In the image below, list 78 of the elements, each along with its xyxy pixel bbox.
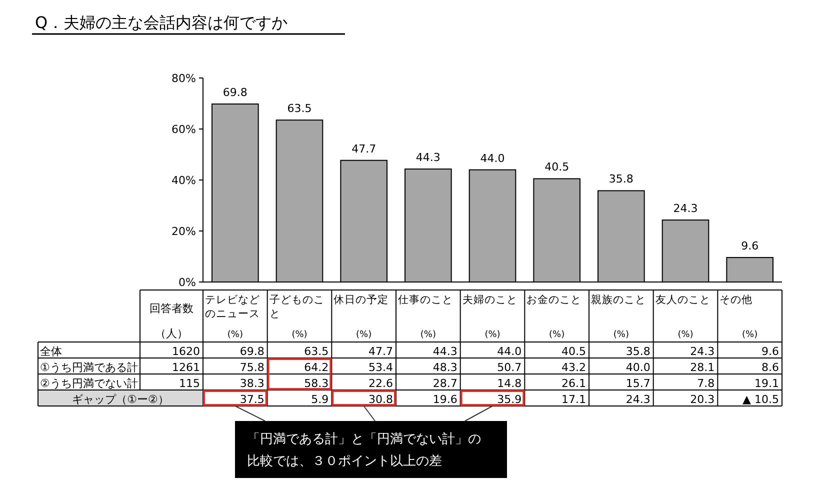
data-label: 9.6 xyxy=(741,240,759,253)
y-tick-label: 0% xyxy=(178,276,196,289)
text: (%) xyxy=(227,330,243,340)
text: ▲ 10.5 xyxy=(742,393,779,406)
x-tick-label: テレビなどのニュース xyxy=(205,294,260,320)
text: 37.5 xyxy=(240,393,264,406)
x-tick-label: 子どものこと xyxy=(269,294,324,320)
text: 40.5 xyxy=(562,345,586,358)
text: (%) xyxy=(549,330,565,340)
text: 28.7 xyxy=(432,377,458,390)
data-label: 35.8 xyxy=(608,172,634,186)
x-tick-label: 親族のこと xyxy=(591,293,646,306)
x-tick-label: 夫婦のこと xyxy=(462,293,518,306)
y-tick-label: 80% xyxy=(172,72,196,85)
text: ギャップ（①ー②） xyxy=(72,393,169,406)
text: (%) xyxy=(420,330,436,340)
text: 50.7 xyxy=(497,361,522,374)
text: (%) xyxy=(678,330,694,340)
text: 40.0 xyxy=(626,361,650,374)
text: (%) xyxy=(484,330,500,340)
text: （人） xyxy=(155,327,188,340)
text: 24.3 xyxy=(690,345,715,358)
text: 63.5 xyxy=(304,345,329,358)
text: ②うち円満でない計 xyxy=(40,377,138,390)
text: 全体 xyxy=(40,345,62,358)
text: 75.8 xyxy=(240,361,264,374)
text: 38.3 xyxy=(240,377,264,390)
x-tick-label: その他 xyxy=(720,294,753,306)
text: 回答者数 xyxy=(150,302,194,315)
text: 8.6 xyxy=(762,361,779,374)
y-tick-label: 20% xyxy=(172,225,196,238)
data-label: 24.3 xyxy=(673,202,698,216)
text: 1620 xyxy=(172,345,200,358)
text: 5.9 xyxy=(311,393,329,406)
data-label: 69.8 xyxy=(222,86,248,100)
text: 43.2 xyxy=(562,361,586,374)
chart-title: Q．夫婦の主な会話内容は何ですか xyxy=(35,13,288,32)
text: 69.8 xyxy=(240,345,264,358)
text: 53.4 xyxy=(368,361,393,374)
text: (%) xyxy=(613,330,629,340)
data-label: 44.3 xyxy=(416,151,440,164)
x-tick-label: お金のこと xyxy=(526,294,582,306)
text: 47.7 xyxy=(368,345,393,358)
y-tick-label: 40% xyxy=(172,174,196,187)
text: 19.1 xyxy=(754,377,779,390)
text: (%) xyxy=(292,330,308,340)
data-label: 40.5 xyxy=(544,160,570,174)
text: 30.8 xyxy=(368,393,393,406)
text: 26.1 xyxy=(562,377,586,390)
text: 9.6 xyxy=(762,345,779,358)
text: 22.6 xyxy=(368,377,393,390)
text: 28.1 xyxy=(690,361,715,374)
data-label: 44.0 xyxy=(480,152,505,165)
data-label: 47.7 xyxy=(352,142,376,156)
text: 14.8 xyxy=(497,377,522,390)
text: 7.8 xyxy=(697,377,715,390)
text: 17.1 xyxy=(562,393,586,406)
x-tick-label: 休日の予定 xyxy=(334,293,389,306)
text: 19.6 xyxy=(432,393,458,406)
text: 1261 xyxy=(172,361,200,374)
text: 44.3 xyxy=(432,345,458,358)
text: 20.3 xyxy=(690,393,715,406)
data-label: 63.5 xyxy=(287,102,312,116)
text: (%) xyxy=(356,330,372,340)
x-tick-label: 仕事のこと xyxy=(398,293,453,306)
text: ①うち円満である計 xyxy=(40,361,138,374)
text: 58.3 xyxy=(304,377,329,390)
text: 35.8 xyxy=(626,345,650,358)
text: 44.0 xyxy=(497,345,522,358)
text: 48.3 xyxy=(432,361,458,374)
text: 64.2 xyxy=(304,361,329,374)
text: 15.7 xyxy=(626,377,650,390)
x-tick-label: 友人のこと xyxy=(655,294,710,306)
text: 24.3 xyxy=(626,393,650,406)
text: 35.9 xyxy=(497,393,522,406)
y-tick-label: 60% xyxy=(172,123,196,136)
text: (%) xyxy=(742,330,758,340)
text: 115 xyxy=(179,377,200,390)
